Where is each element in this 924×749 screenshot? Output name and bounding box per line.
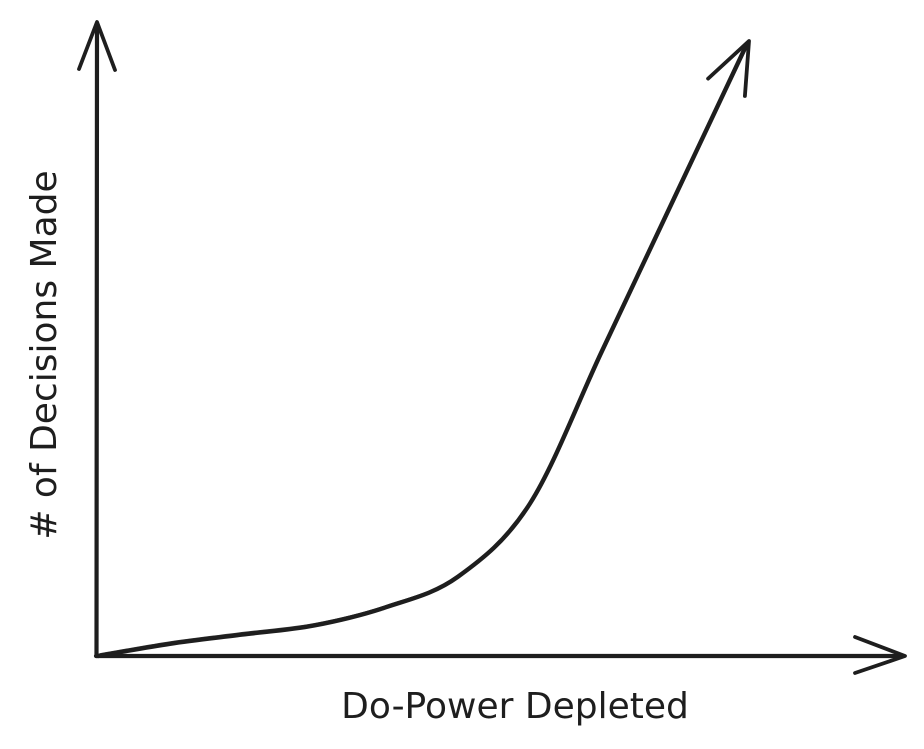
y-axis-arrow-head	[77, 20, 117, 72]
x-axis-label: Do-Power Depleted	[341, 686, 689, 727]
y-axis-line	[94, 21, 100, 659]
series-arrow-head	[706, 39, 751, 98]
series-line	[95, 43, 749, 659]
y-axis-label: # of Decisions Made	[24, 170, 65, 539]
series-layer	[95, 39, 751, 659]
series-line-sketch	[99, 43, 749, 655]
x-axis-arrow-head	[853, 635, 907, 675]
axes	[77, 20, 907, 675]
